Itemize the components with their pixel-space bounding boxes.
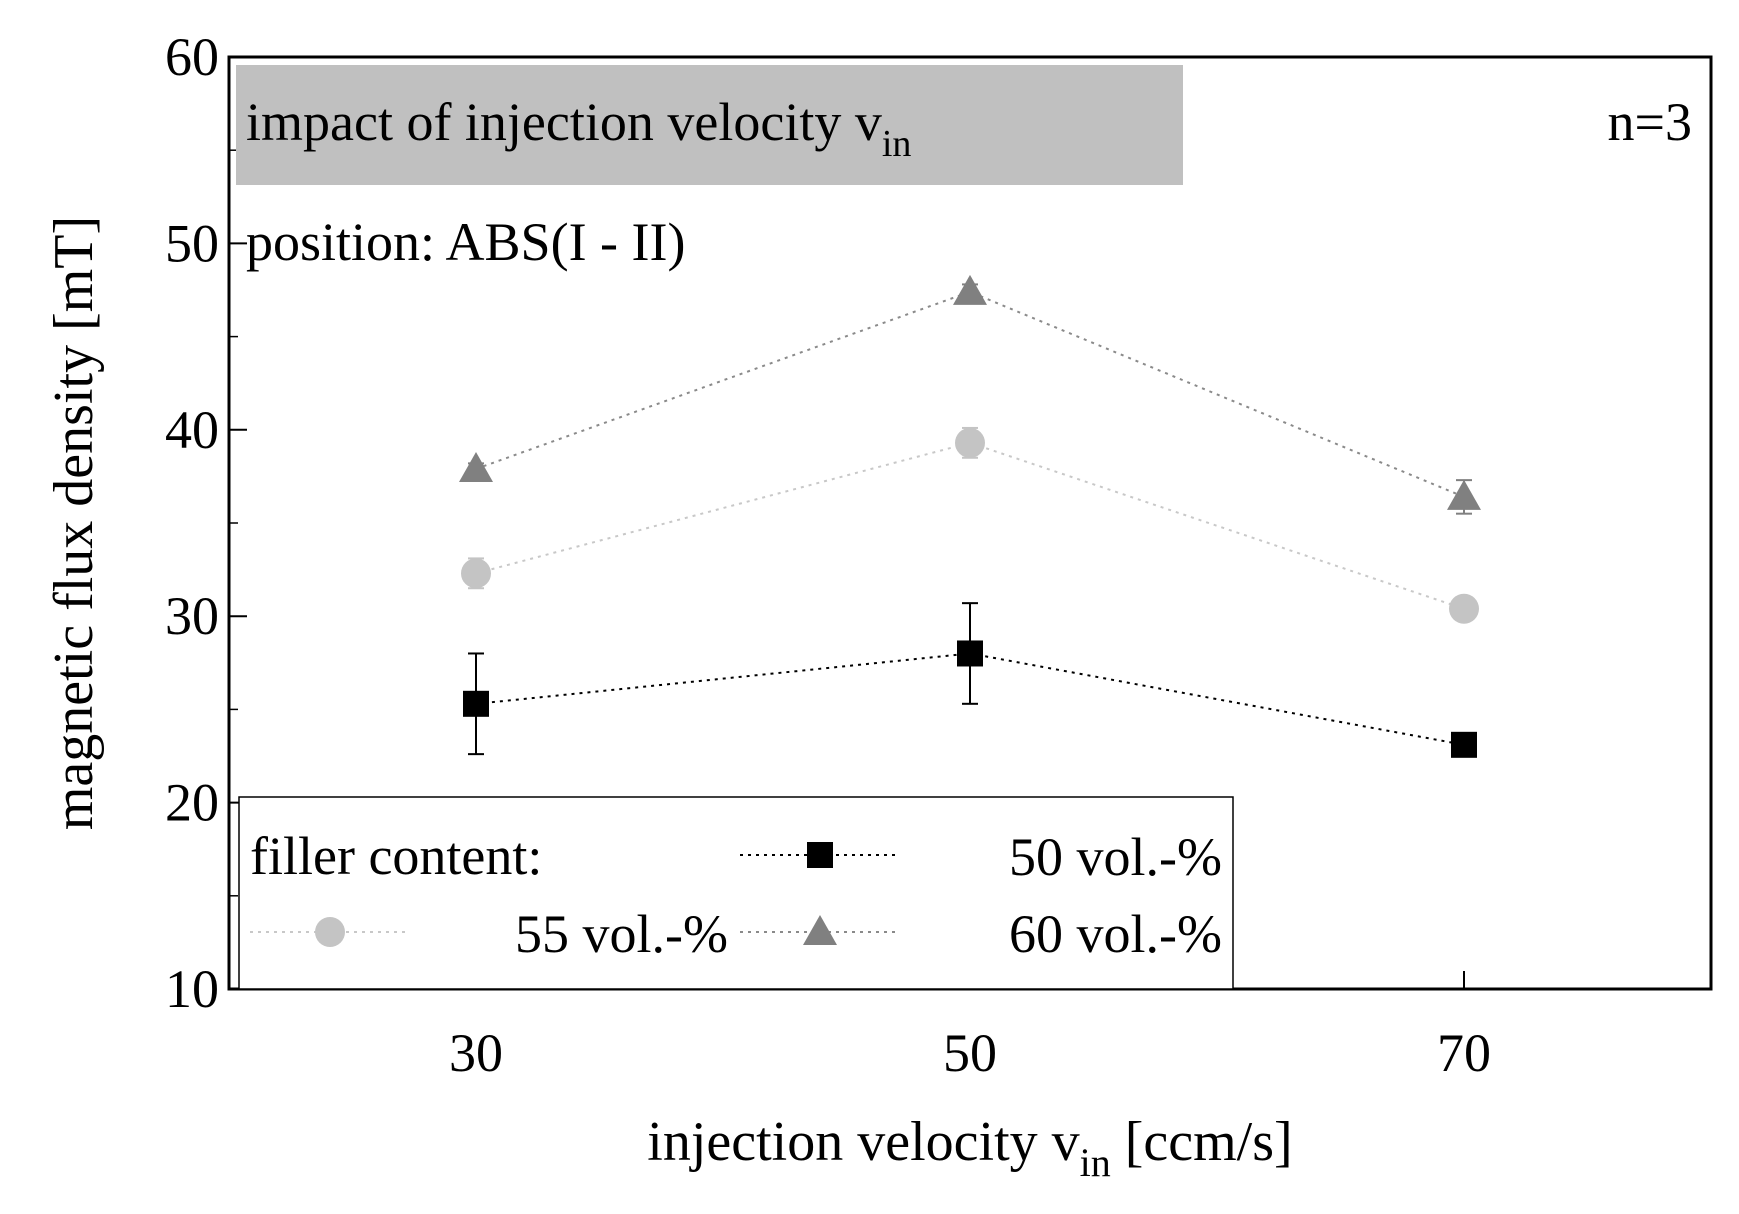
y-axis-title: magnetic flux density [mT] [43, 216, 105, 830]
legend-marker-circle [315, 917, 345, 947]
axes: 10 20 30 40 50 60 30 50 70 [165, 27, 1491, 1083]
data-point-circle [1449, 593, 1479, 624]
legend-marker-triangle [803, 915, 837, 945]
legend-label: 60 vol.-% [1009, 904, 1222, 964]
data-point-triangle [1447, 479, 1481, 510]
series-line-1 [475, 441, 1465, 610]
x-tick-label-70: 70 [1437, 1023, 1491, 1083]
x-tick-label-50: 50 [943, 1023, 997, 1083]
legend-box [238, 796, 1234, 990]
legend-entries: 50 vol.-% 55 vol.-% 60 vol.-% [250, 827, 1222, 964]
y-tick-label-20: 20 [165, 773, 219, 833]
y-tick-label-40: 40 [165, 400, 219, 460]
data-point-circle [955, 427, 985, 458]
data-markers [459, 274, 1481, 758]
series-line-2 [475, 290, 1465, 498]
data-point-circle [461, 558, 491, 589]
data-point-triangle [459, 451, 493, 482]
title-box: impact of injection velocity vin [246, 92, 911, 165]
legend-label: 55 vol.-% [515, 904, 728, 964]
title-box-bg [236, 65, 1183, 185]
legend-label: 50 vol.-% [1009, 827, 1222, 887]
position-label: position: ABS(I - II) [246, 212, 686, 272]
legend-marker-square [807, 842, 833, 868]
data-point-square [957, 640, 983, 667]
x-tick-label-30: 30 [449, 1023, 503, 1083]
legend-title: filler content: [250, 826, 542, 886]
data-point-square [463, 690, 489, 717]
y-tick-label-60: 60 [165, 27, 219, 87]
y-tick-label-30: 30 [165, 586, 219, 646]
x-axis-title: injection velocity vin [ccm/s] [647, 1111, 1292, 1185]
data-point-triangle [953, 274, 987, 305]
y-tick-label-10: 10 [165, 959, 219, 1019]
n-label: n=3 [1608, 92, 1692, 152]
data-point-square [1451, 731, 1477, 758]
y-tick-label-50: 50 [165, 213, 219, 273]
